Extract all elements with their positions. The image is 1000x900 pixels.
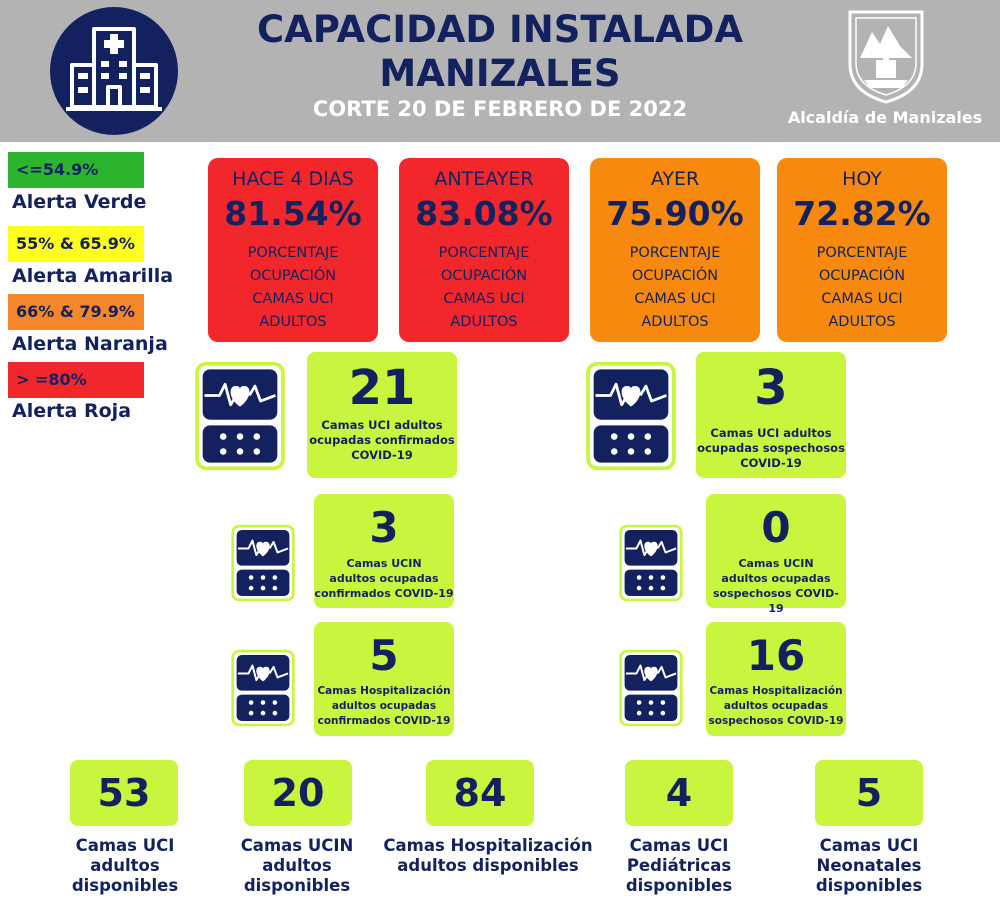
stat-number: 3 — [754, 360, 788, 416]
header-banner: CAPACIDAD INSTALADA MANIZALES CORTE 20 D… — [0, 0, 1000, 142]
stat-label: Camas UCIN adultos ocupadas confirmados CO… — [314, 557, 454, 600]
legend-green-label: Alerta Verde — [12, 191, 147, 213]
title-line-1: CAPACIDAD INSTALADA — [257, 8, 743, 51]
available-uci-number: 53 — [70, 760, 178, 826]
stat-number: 3 — [369, 503, 399, 552]
card-anteayer: ANTEAYER 83.08% PORCENTAJE OCUPACIÓN CAMAS… — [399, 158, 569, 342]
heart-monitor-icon — [230, 645, 296, 731]
card-percentage: 81.54% — [224, 194, 362, 233]
stat-number: 16 — [746, 631, 806, 680]
hospital-icon — [50, 7, 178, 135]
available-uci-label: Camas UCI adultos disponibles — [71, 836, 179, 895]
heart-monitor-icon — [618, 645, 684, 731]
stat-uci-confirmados: 21 Camas UCI adultos ocupadas confirmados… — [307, 352, 457, 478]
available-uci-neo-number: 5 — [815, 760, 923, 826]
stat-label: Camas UCIN adultos ocupadas sospechosos CO… — [712, 557, 839, 615]
heart-monitor-icon — [618, 520, 684, 606]
stat-number: 21 — [348, 360, 416, 416]
alcaldia-label: Alcaldía de Manizales — [787, 108, 983, 127]
heart-monitor-icon — [583, 360, 679, 472]
city-crest-icon — [846, 8, 926, 106]
legend-red-label: Alerta Roja — [12, 400, 132, 422]
available-uci-neo-label: Camas UCI Neonatales disponibles — [815, 836, 923, 895]
title-line-2: MANIZALES — [379, 52, 621, 95]
stat-number: 5 — [369, 631, 399, 680]
card-description: PORCENTAJE OCUPACIÓN CAMAS UCI ADULTOS — [438, 245, 530, 330]
stat-label: Camas UCI adultos ocupadas confirmados COV… — [309, 418, 455, 462]
card-ayer: AYER 75.90% PORCENTAJE OCUPACIÓN CAMAS UCI… — [590, 158, 760, 342]
legend-red-range: > =80% — [8, 362, 144, 398]
stat-label: Camas Hospitalización adultos ocupadas con… — [317, 685, 451, 727]
card-period: HACE 4 DIAS — [232, 168, 354, 190]
heart-monitor-icon — [192, 360, 288, 472]
legend-orange-range: 66% & 79.9% — [8, 294, 144, 330]
available-ucin-label: Camas UCIN adultos disponibles — [240, 836, 354, 895]
card-hoy: HOY 72.82% PORCENTAJE OCUPACIÓN CAMAS UCI A… — [777, 158, 947, 342]
legend-orange-label: Alerta Naranja — [12, 333, 168, 355]
card-description: PORCENTAJE OCUPACIÓN CAMAS UCI ADULTOS — [816, 245, 908, 330]
legend-yellow-range: 55% & 65.9% — [8, 226, 144, 262]
card-percentage: 83.08% — [415, 194, 553, 233]
available-uci-ped-label: Camas UCI Pediátricas disponibles — [625, 836, 733, 895]
legend-green-range: <=54.9% — [8, 152, 144, 188]
card-description: PORCENTAJE OCUPACIÓN CAMAS UCI ADULTOS — [247, 245, 339, 330]
stat-uci-sospechosos: 3 Camas UCI adultos ocupadas sospechosos C… — [696, 352, 846, 478]
stat-hosp-confirmados: 5 Camas Hospitalización adultos ocupadas c… — [314, 622, 454, 736]
stat-label: Camas UCI adultos ocupadas sospechosos COV… — [697, 426, 845, 470]
card-percentage: 72.82% — [793, 194, 931, 233]
available-uci-ped-number: 4 — [625, 760, 733, 826]
stat-label: Camas Hospitalización adultos ocupadas sos… — [708, 685, 844, 727]
available-ucin-number: 20 — [244, 760, 352, 826]
card-period: HOY — [842, 168, 882, 190]
card-description: PORCENTAJE OCUPACIÓN CAMAS UCI ADULTOS — [629, 245, 721, 330]
card-hace-4-dias: HACE 4 DIAS 81.54% PORCENTAJE OCUPACIÓN CA… — [208, 158, 378, 342]
stat-number: 0 — [761, 503, 791, 552]
card-period: AYER — [650, 168, 700, 190]
available-hosp-number: 84 — [426, 760, 534, 826]
stat-ucin-confirmados: 3 Camas UCIN adultos ocupadas confirmados … — [314, 494, 454, 608]
date-subtitle: CORTE 20 DE FEBRERO DE 2022 — [312, 97, 688, 121]
stat-ucin-sospechosos: 0 Camas UCIN adultos ocupadas sospechosos … — [706, 494, 846, 615]
available-hosp-label: Camas Hospitalización adultos disponibles — [383, 836, 593, 875]
heart-monitor-icon — [230, 520, 296, 606]
card-percentage: 75.90% — [606, 194, 744, 233]
legend-yellow-label: Alerta Amarilla — [12, 265, 174, 287]
stat-hosp-sospechosos: 16 Camas Hospitalización adultos ocupadas… — [706, 622, 846, 736]
card-period: ANTEAYER — [434, 168, 534, 190]
